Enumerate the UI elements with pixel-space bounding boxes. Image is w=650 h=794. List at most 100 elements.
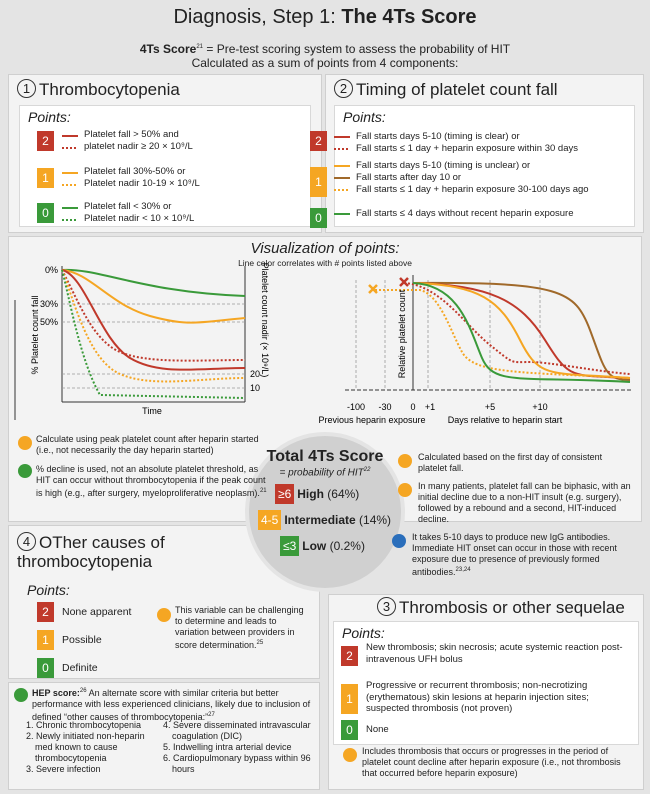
score-badge: 2 — [341, 646, 358, 666]
item-label: None apparent — [62, 606, 132, 618]
section-number: 1 — [17, 79, 36, 98]
viz-subtitle: Line color correlates with # points list… — [238, 258, 412, 268]
level: Low — [302, 539, 327, 553]
criterion: Fall starts days 5-10 (timing is clear) … — [356, 131, 520, 142]
note-icon — [18, 464, 32, 478]
points-label: Points: — [342, 625, 385, 641]
level: High — [297, 487, 324, 501]
item-label: Possible — [62, 634, 102, 646]
criterion: Fall starts after day 10 or — [356, 172, 462, 183]
note: Calculated based on the first day of con… — [418, 452, 628, 474]
hep-list-item: 4. Severe disseminated intravascular coa… — [163, 720, 311, 741]
note-icon — [343, 748, 357, 762]
criterion: Platelet fall 30%-50% or — [84, 166, 186, 177]
subtitle-bold: 4Ts Score — [139, 42, 197, 56]
probability: (0.2%) — [329, 539, 365, 553]
note: % decline is used, not an absolute plate… — [36, 464, 268, 499]
hep-list-item: 5. Indwelling intra arterial device — [163, 742, 292, 752]
total-subtitle-text: = probability of HIT — [279, 467, 364, 479]
note-text: In many patients, platelet fall can be b… — [418, 481, 631, 524]
note: In many patients, platelet fall can be b… — [418, 481, 633, 525]
note-icon — [18, 436, 32, 450]
section-title: Thrombocytopenia — [39, 80, 180, 99]
ref: 25 — [256, 640, 264, 646]
points-label: Points: — [27, 582, 70, 598]
score-badge: 2 — [37, 602, 54, 622]
ref: 21 — [196, 44, 204, 50]
item-label: Definite — [62, 662, 98, 674]
title-plain: Diagnosis, Step 1: — [173, 6, 342, 28]
section-number: 3 — [377, 597, 396, 616]
probability: (64%) — [327, 487, 360, 501]
hep-text: HEP score:26 An alternate score with sim… — [32, 686, 314, 723]
points-box: Points: — [19, 105, 311, 227]
criterion: Platelet nadir 10-19 × 10⁹/L — [84, 178, 200, 189]
note-icon — [14, 688, 28, 702]
ref: 27 — [208, 712, 215, 718]
range-badge: ≤3 — [280, 536, 300, 556]
hep-desc: An alternate score with similar criteria… — [32, 688, 311, 722]
criterion: Fall starts ≤ 1 day + heparin exposure 3… — [356, 184, 589, 195]
panel-other-causes: 4 OTher causes of thrombocytopenia Points… — [8, 525, 320, 679]
score-badge: 2 — [37, 131, 54, 151]
range-badge: ≥6 — [275, 484, 295, 504]
item-label: None — [366, 724, 389, 735]
note: It takes 5-10 days to produce new IgG an… — [412, 532, 637, 578]
ref: 22 — [363, 467, 371, 473]
section-title: Timing of platelet count fall — [356, 80, 558, 99]
item-label: Progressive or recurrent thrombosis; non… — [366, 680, 589, 714]
criterion: Fall starts days 5-10 (timing is unclear… — [356, 160, 531, 171]
total-title: Total 4Ts Score — [266, 448, 384, 465]
note-icon — [392, 534, 406, 548]
section-title: OTher causes of thrombocytopenia — [17, 533, 165, 571]
score-badge: 2 — [310, 131, 327, 151]
hep-label: HEP score: — [32, 688, 80, 698]
section-number: 4 — [17, 532, 36, 551]
points-box: Points: — [334, 105, 635, 227]
score-badge: 0 — [341, 720, 358, 740]
title-bold: The 4Ts Score — [341, 6, 477, 28]
note-text: This variable can be challenging to dete… — [175, 605, 304, 650]
ref: 23,24 — [455, 567, 471, 573]
score-badge: 0 — [37, 203, 54, 223]
note-icon — [398, 483, 412, 497]
ref: 21 — [259, 488, 267, 494]
score-badge: 1 — [37, 630, 54, 650]
criterion: Platelet nadir < 10 × 10⁹/L — [84, 213, 195, 224]
total-row: ≥6 High (64%) — [275, 484, 359, 504]
score-badge: 0 — [310, 208, 327, 228]
points-label: Points: — [343, 109, 386, 125]
probability: (14%) — [359, 513, 392, 527]
points-label: Points: — [28, 109, 71, 125]
score-badge: 1 — [37, 168, 54, 188]
note: This variable can be challenging to dete… — [175, 605, 310, 651]
section-title: Thrombosis or other sequelae — [399, 598, 625, 617]
score-badge: 1 — [310, 167, 327, 197]
hep-list-item: 2. Newly initiated non-heparin med known… — [26, 731, 145, 763]
score-badge: 0 — [37, 658, 54, 678]
ref: 26 — [79, 688, 87, 694]
subtitle-text: = Pre-test scoring system to assess the … — [203, 42, 511, 56]
note-text: Calculated based on the first day of con… — [418, 452, 603, 473]
note-icon — [157, 608, 171, 622]
note: Calculate using peak platelet count afte… — [36, 434, 266, 456]
total-row: 4-5 Intermediate (14%) — [258, 510, 391, 530]
criterion: platelet nadir ≥ 20 × 10⁹/L — [84, 141, 193, 152]
panel-hep — [8, 682, 320, 790]
note-text: Calculate using peak platelet count afte… — [36, 434, 259, 455]
criterion: Fall starts ≤ 4 days without recent hepa… — [356, 208, 574, 219]
item-label: New thrombosis; skin necrosis; acute sys… — [366, 642, 623, 665]
title: Diagnosis, Step 1: The 4Ts Score — [0, 6, 650, 29]
panel-timing: 2 Timing of platelet count fall Points: — [325, 74, 644, 233]
note-icon — [398, 454, 412, 468]
note: Includes thrombosis that occurs or progr… — [362, 746, 621, 778]
panel-thrombosis: 3 Thrombosis or other sequelae Points: — [328, 594, 644, 790]
hep-list-item: 3. Severe infection — [26, 764, 101, 774]
section-number: 2 — [334, 79, 353, 98]
note-text: % decline is used, not an absolute plate… — [36, 464, 266, 498]
total-subtitle: = probability of HIT22 — [245, 467, 405, 478]
range-badge: 4-5 — [258, 510, 282, 530]
criterion: Platelet fall < 30% or — [84, 201, 172, 212]
points-box: Points: — [333, 621, 639, 745]
